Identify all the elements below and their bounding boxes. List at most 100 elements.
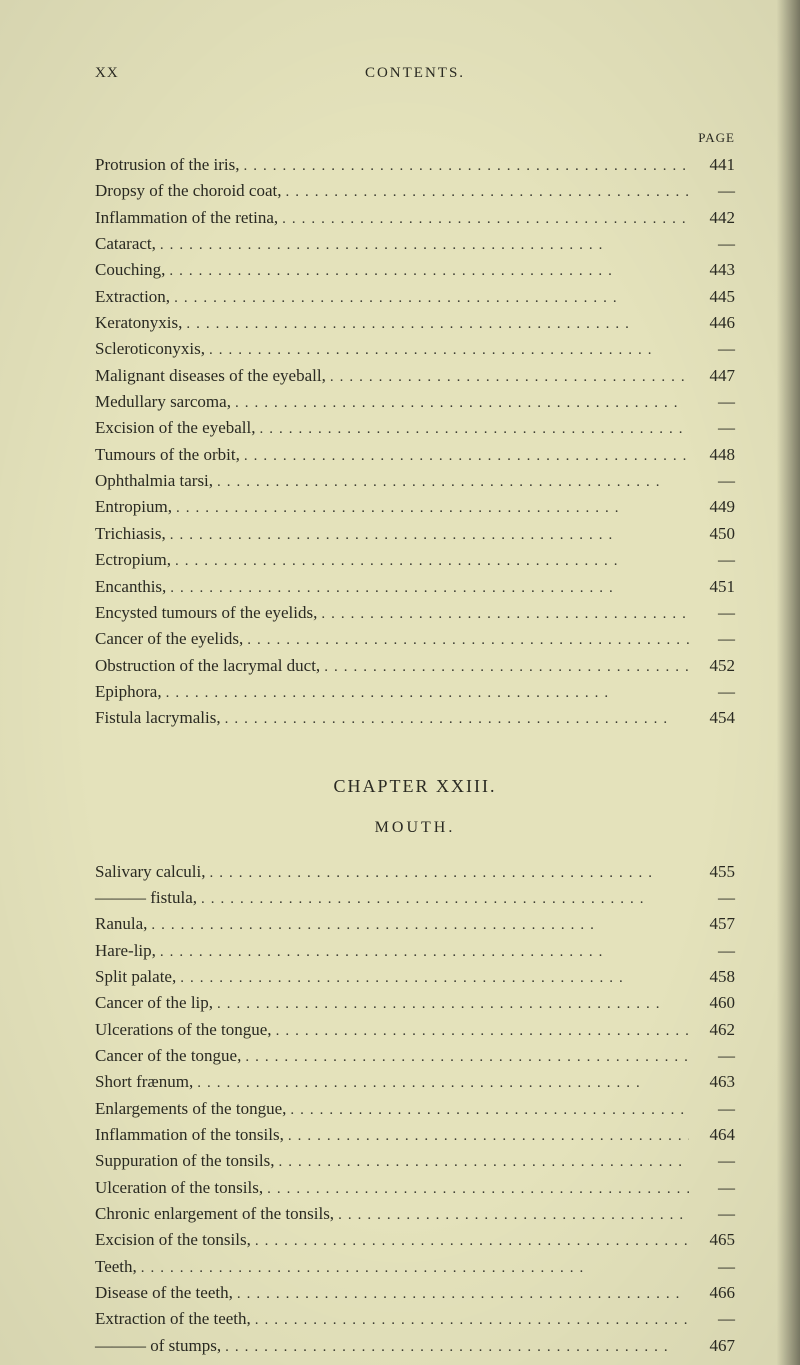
toc-leader-dots: ........................................… [255, 1309, 689, 1332]
toc-block-1: Protrusion of the iris,.................… [95, 152, 735, 732]
toc-entry-page: — [693, 1306, 735, 1332]
toc-row: Inflammation of the tonsils,............… [95, 1122, 735, 1148]
toc-entry-page: — [693, 626, 735, 652]
toc-entry-page: 463 [693, 1069, 735, 1095]
toc-entry-page: 445 [693, 284, 735, 310]
toc-row: Short frænum,...........................… [95, 1069, 735, 1095]
toc-entry-page: — [693, 178, 735, 204]
toc-entry-page: 464 [693, 1122, 735, 1148]
toc-entry-title: Trichiasis, [95, 521, 166, 547]
toc-entry-title: Split palate, [95, 964, 176, 990]
toc-entry-page: 465 [693, 1227, 735, 1253]
toc-entry-title: Medullary sarcoma, [95, 389, 231, 415]
toc-row: Extraction,.............................… [95, 284, 735, 310]
toc-row: Split palate,...........................… [95, 964, 735, 990]
toc-leader-dots: ........................................… [276, 1020, 689, 1043]
toc-row: Salivary calculi,.......................… [95, 859, 735, 885]
toc-entry-page: 458 [693, 964, 735, 990]
toc-entry-page: 460 [693, 990, 735, 1016]
toc-entry-title: Disease of the teeth, [95, 1280, 233, 1306]
toc-leader-dots: ........................................… [176, 497, 689, 520]
toc-entry-page: 467 [693, 1333, 735, 1359]
toc-row: Medullary sarcoma,......................… [95, 389, 735, 415]
toc-row: Malignant diseases of the eyeball,......… [95, 363, 735, 389]
toc-entry-title: Cataract, [95, 231, 156, 257]
toc-row: Obstruction of the lacrymal duct,.......… [95, 653, 735, 679]
page-column-label: PAGE [95, 130, 735, 146]
toc-leader-dots: ........................................… [160, 234, 689, 257]
toc-row: Teeth,..................................… [95, 1254, 735, 1280]
toc-entry-page: 457 [693, 911, 735, 937]
chapter-subheading: MOUTH. [95, 819, 735, 837]
toc-leader-dots: ........................................… [255, 1230, 689, 1253]
toc-entry-page: 446 [693, 310, 735, 336]
toc-entry-page: — [693, 415, 735, 441]
toc-row: Hare-lip,...............................… [95, 938, 735, 964]
toc-entry-page: 449 [693, 494, 735, 520]
toc-entry-page: 462 [693, 1017, 735, 1043]
toc-leader-dots: ........................................… [244, 155, 690, 178]
toc-entry-page: 455 [693, 859, 735, 885]
toc-entry-title: Inflammation of the retina, [95, 205, 278, 231]
toc-leader-dots: ........................................… [278, 1151, 689, 1174]
toc-row: Chronic enlargement of the tonsils,.....… [95, 1201, 735, 1227]
toc-leader-dots: ........................................… [170, 524, 689, 547]
toc-entry-title: Malignant diseases of the eyeball, [95, 363, 326, 389]
toc-row: Inflammation of the retina,.............… [95, 205, 735, 231]
toc-row: Couching,...............................… [95, 257, 735, 283]
toc-leader-dots: ........................................… [288, 1125, 689, 1148]
toc-leader-dots: ........................................… [174, 287, 689, 310]
toc-row: Suppuration of the tonsils,.............… [95, 1148, 735, 1174]
toc-row: Trichiasis,.............................… [95, 521, 735, 547]
toc-row: Ulceration of the tonsils,..............… [95, 1175, 735, 1201]
toc-entry-title: Ulcerations of the tongue, [95, 1017, 272, 1043]
toc-entry-page: — [693, 1148, 735, 1174]
toc-entry-title: Suppuration of the tonsils, [95, 1148, 274, 1174]
toc-row: Encysted tumours of the eyelids,........… [95, 600, 735, 626]
toc-entry-page: 447 [693, 363, 735, 389]
running-head-left: XX [95, 65, 119, 82]
toc-row: Excision of the tonsils,................… [95, 1227, 735, 1253]
toc-row: Epiphora,...............................… [95, 679, 735, 705]
toc-leader-dots: ........................................… [330, 366, 689, 389]
toc-block-2: Salivary calculi,.......................… [95, 859, 735, 1360]
toc-row: Entropium,..............................… [95, 494, 735, 520]
toc-entry-title: Inflammation of the tonsils, [95, 1122, 284, 1148]
toc-row: Ulcerations of the tongue,..............… [95, 1017, 735, 1043]
toc-entry-page: 450 [693, 521, 735, 547]
toc-row: Ectropium,..............................… [95, 547, 735, 573]
toc-leader-dots: ........................................… [267, 1178, 689, 1201]
toc-entry-title: Protrusion of the iris, [95, 152, 240, 178]
toc-leader-dots: ........................................… [217, 993, 689, 1016]
toc-entry-title: ——— fistula, [95, 885, 197, 911]
toc-entry-title: Encysted tumours of the eyelids, [95, 600, 317, 626]
toc-row: Ophthalmia tarsi,.......................… [95, 468, 735, 494]
page-content: XX CONTENTS. PAGE Protrusion of the iris… [95, 65, 735, 1325]
toc-entry-page: — [693, 231, 735, 257]
toc-row: Excision of the eyeball,................… [95, 415, 735, 441]
toc-leader-dots: ........................................… [186, 313, 689, 336]
toc-leader-dots: ........................................… [244, 445, 689, 468]
toc-entry-title: Salivary calculi, [95, 859, 205, 885]
toc-entry-page: 448 [693, 442, 735, 468]
toc-entry-title: Entropium, [95, 494, 172, 520]
toc-entry-page: — [693, 547, 735, 573]
toc-entry-title: Couching, [95, 257, 165, 283]
toc-leader-dots: ........................................… [237, 1283, 689, 1306]
toc-entry-page: 454 [693, 705, 735, 731]
toc-entry-title: Extraction, [95, 284, 170, 310]
toc-entry-title: Ranula, [95, 911, 147, 937]
toc-entry-page: — [693, 885, 735, 911]
toc-entry-title: Encanthis, [95, 574, 166, 600]
toc-entry-title: Ophthalmia tarsi, [95, 468, 213, 494]
toc-entry-title: Chronic enlargement of the tonsils, [95, 1201, 334, 1227]
toc-entry-title: Cancer of the eyelids, [95, 626, 243, 652]
toc-leader-dots: ........................................… [169, 260, 689, 283]
toc-row: Keratonyxis,............................… [95, 310, 735, 336]
toc-entry-page: 442 [693, 205, 735, 231]
toc-entry-title: Ectropium, [95, 547, 171, 573]
toc-row: Cancer of the lip,......................… [95, 990, 735, 1016]
toc-entry-title: Epiphora, [95, 679, 162, 705]
toc-row: ——— fistula,............................… [95, 885, 735, 911]
toc-row: Enlargements of the tongue,.............… [95, 1096, 735, 1122]
